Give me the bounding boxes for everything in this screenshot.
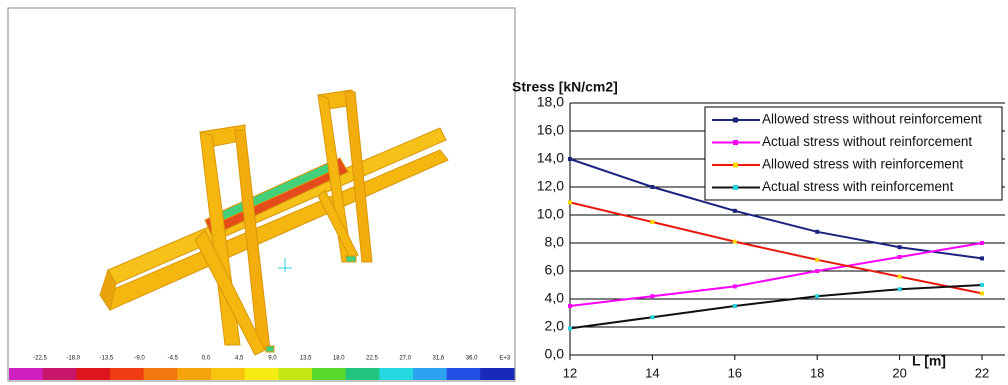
legend-marker [733,140,738,145]
scale-swatch [346,368,380,380]
fem-view: -22,5 -18,0 -13,5 -9,0 -4,5 0,0 4,5 9,0 13,5 18,0… [8,8,515,381]
data-point [650,220,654,224]
data-point [980,256,984,260]
scale-swatch [379,368,413,380]
scale-swatch [144,368,178,380]
scale-label: 13,5 [300,356,312,362]
support [266,346,274,352]
x-tick-label: 16 [728,365,742,380]
scale-swatch [43,368,77,380]
scale-swatch [9,368,43,380]
x-tick-label: 18 [810,365,824,380]
y-tick-label: 8,0 [545,234,565,250]
data-point [898,275,902,279]
y-tick-label: 4,0 [545,290,565,306]
page: -22,5 -18,0 -13,5 -9,0 -4,5 0,0 4,5 9,0 13,5 18,0… [0,0,1008,385]
x-tick-label: 22 [975,365,989,380]
scale-label: 9,0 [268,356,277,362]
scale-label: -13,5 [100,356,114,362]
stress-chart: Stress [kN/cm2] L [m] 0,02,04,06,08,010,… [512,79,1005,381]
y-tick-label: 10,0 [537,206,564,222]
data-point [650,315,654,319]
y-tick-label: 6,0 [545,262,565,278]
y-axis-title: Stress [kN/cm2] [512,79,618,95]
scale-label: 27,0 [399,356,411,362]
scale-swatch [480,368,514,380]
data-point [733,284,737,288]
scale-swatch [278,368,312,380]
data-point [815,258,819,262]
x-tick-label: 12 [563,365,577,380]
scale-label: 31,6 [433,356,445,362]
y-tick-label: 16,0 [537,122,564,138]
scale-swatch [413,368,447,380]
data-point [650,294,654,298]
series-line [570,285,982,328]
data-point [815,294,819,298]
legend-marker [733,185,738,190]
scale-label: 0,0 [202,356,211,362]
data-point [733,209,737,213]
data-point [733,304,737,308]
series-line [570,202,982,293]
data-point [898,245,902,249]
y-tick-label: 18,0 [537,94,564,110]
scale-swatch [110,368,144,380]
scale-label: 22,5 [366,356,378,362]
scale-swatch [211,368,245,380]
legend-label: Allowed stress with reinforcement [762,157,963,172]
scale-swatch [245,368,279,380]
data-point [815,230,819,234]
y-tick-label: 2,0 [545,318,565,334]
y-tick-label: 12,0 [537,178,564,194]
data-point [733,240,737,244]
scale-swatch [76,368,110,380]
scale-label: -18,0 [66,356,80,362]
data-point [980,283,984,287]
scale-label: -4,5 [168,356,179,362]
legend-marker [733,118,738,123]
scale-label: E+3 [499,356,511,362]
data-point [568,304,572,308]
screen: -22,5 -18,0 -13,5 -9,0 -4,5 0,0 4,5 9,0 13,5 18,0… [0,0,1008,385]
data-point [980,291,984,295]
y-tick-label: 0,0 [545,346,565,362]
series-line [570,243,982,306]
data-point [815,269,819,273]
y-tick-label: 14,0 [537,150,564,166]
data-point [650,185,654,189]
scale-label: 18,0 [333,356,345,362]
scale-label: -9,0 [134,356,145,362]
scale-swatch [177,368,211,380]
data-point [980,241,984,245]
scale-swatch [447,368,481,380]
x-tick-label: 14 [645,365,659,380]
data-point [568,200,572,204]
data-point [568,157,572,161]
support [346,256,356,262]
scale-swatch [312,368,346,380]
scale-label: -22,5 [33,356,47,362]
legend-marker [733,163,738,168]
scale-label: 36,0 [466,356,478,362]
legend-label: Allowed stress without reinforcement [762,112,982,127]
data-point [568,326,572,330]
data-point [898,255,902,259]
data-point [898,287,902,291]
legend-label: Actual stress without reinforcement [762,134,972,149]
x-tick-label: 20 [892,365,906,380]
legend-label: Actual stress with reinforcement [762,179,954,194]
scale-label: 4,5 [235,356,244,362]
